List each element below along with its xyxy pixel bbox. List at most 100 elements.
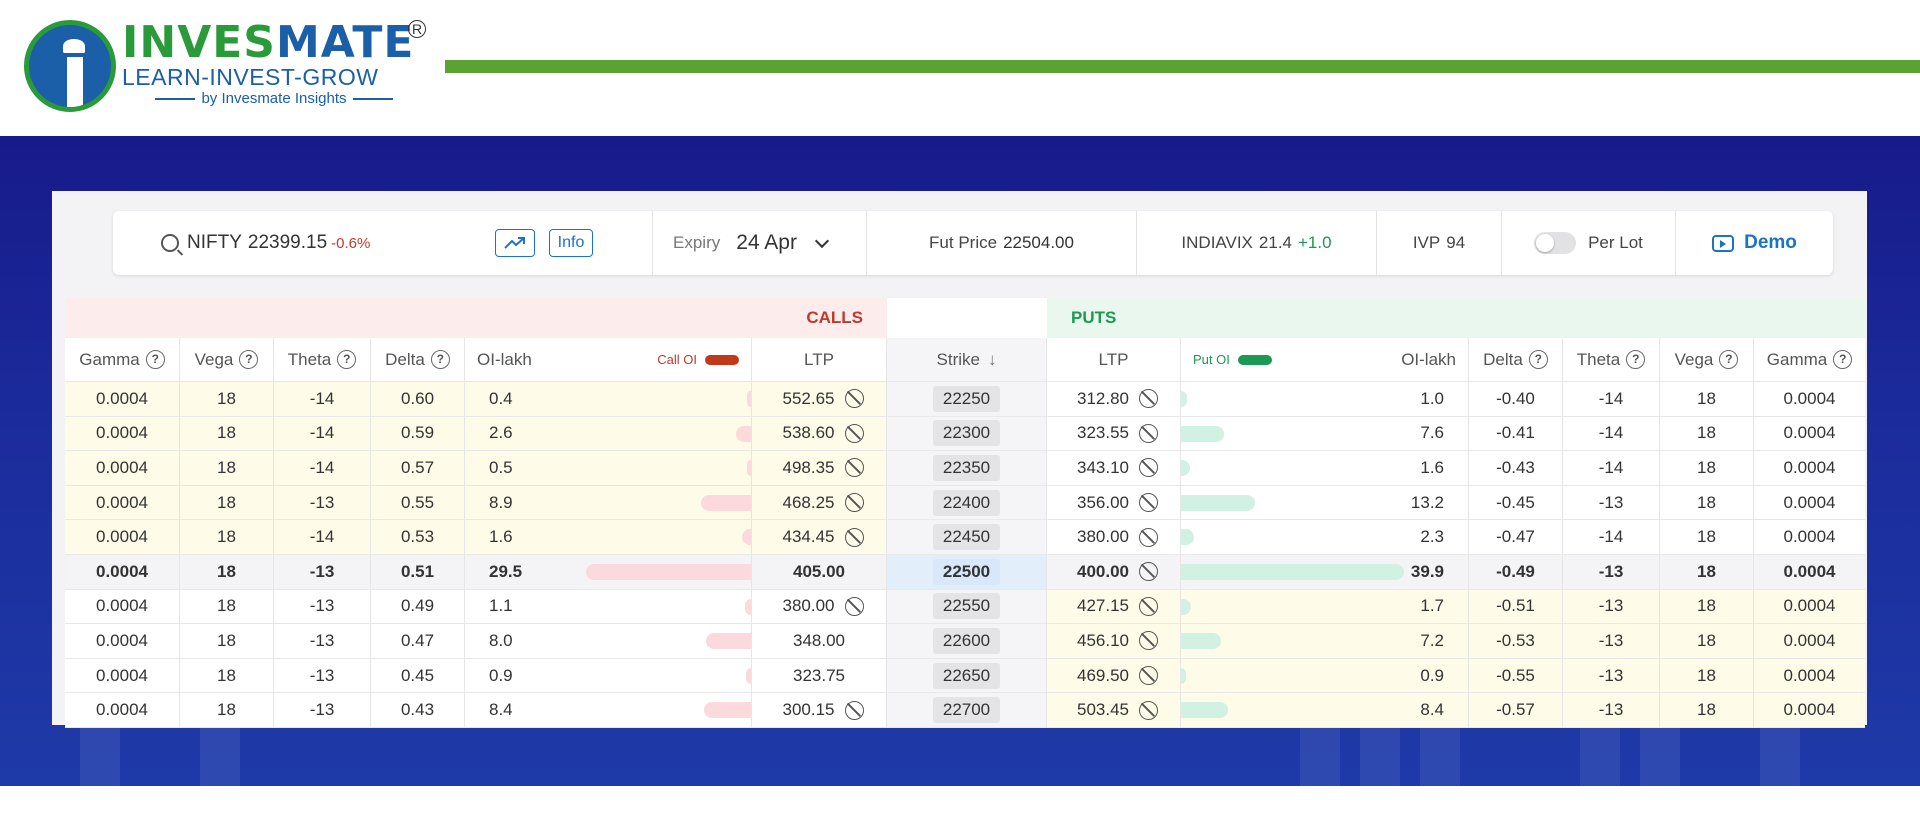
help-icon[interactable]: ? [239,350,259,369]
put-ltp-cell[interactable]: 343.10 [1047,451,1181,485]
call-delta-cell: 0.53 [371,520,465,554]
strike-value[interactable]: 22450 [932,524,1001,551]
call-ltp-cell[interactable]: 405.00 [752,555,887,589]
call-vega-cell: 18 [180,624,274,658]
put-ltp-cell[interactable]: 503.45 [1047,693,1181,727]
col-put-ltp[interactable]: LTP [1047,338,1181,381]
table-row[interactable]: 0.0004 18 -13 0.43 8.4 300.15 22700 503.45 8.4 -0… [65,693,1865,728]
call-vega-cell: 18 [180,382,274,416]
call-oi-cell: 1.1 [465,589,752,624]
table-row[interactable]: 0.0004 18 -14 0.57 0.5 498.35 22350 343.10 1.6 -0… [65,451,1865,486]
call-ltp-cell[interactable]: 380.00 [752,589,887,624]
strike-value[interactable]: 22300 [932,420,1001,447]
strike-cell[interactable]: 22450 [887,520,1047,554]
table-row[interactable]: 0.0004 18 -13 0.51 29.5 405.00 22500 400.00 39.9… [65,555,1865,590]
call-ltp-cell[interactable]: 498.35 [752,451,887,485]
help-icon[interactable]: ? [1528,350,1548,369]
put-ltp-cell[interactable]: 427.15 [1047,589,1181,624]
col-call-gamma[interactable]: Gamma? [65,338,180,381]
expiry-select[interactable]: Expiry 24 Apr [653,211,867,275]
call-oi-bar [585,564,751,580]
table-row[interactable]: 0.0004 18 -14 0.60 0.4 552.65 22250 312.80 1.0 -0… [65,382,1865,417]
strike-value[interactable]: 22550 [932,593,1001,620]
strike-cell[interactable]: 22650 [887,658,1047,693]
col-call-delta[interactable]: Delta? [371,338,465,381]
table-row[interactable]: 0.0004 18 -13 0.55 8.9 468.25 22400 356.00 13.2-… [65,485,1865,521]
help-icon[interactable]: ? [145,350,165,369]
search-icon[interactable] [161,234,179,252]
sort-down-icon[interactable]: ↓ [987,349,997,369]
strike-value[interactable]: 22600 [932,627,1001,654]
strike-value[interactable]: 22350 [932,454,1001,481]
help-icon[interactable]: ? [430,350,450,369]
chart-trend-icon[interactable] [495,229,535,257]
table-row[interactable]: 0.0004 18 -14 0.53 1.6 434.45 22450 380.00 2.3 -0… [65,520,1865,555]
put-ltp-cell[interactable]: 469.50 [1047,658,1181,693]
put-ltp-cell[interactable]: 312.80 [1047,382,1181,416]
per-lot-switch[interactable] [1534,232,1577,254]
invesmate-logo[interactable]: INVESMATE R LEARN-INVEST-GROW by Invesma… [24,18,434,118]
call-vega-cell: 18 [180,520,274,554]
call-ltp-cell[interactable]: 348.00 [752,624,887,658]
table-row[interactable]: 0.0004 18 -13 0.47 8.0 348.00 22600 456.10 7.2 -0… [65,624,1865,659]
option-chain-panel: NIFTY 22399.15 -0.6% Info Expiry 24 Apr … [52,191,1867,728]
strike-cell[interactable]: 22350 [887,451,1047,485]
info-button[interactable]: Info [549,229,593,257]
call-gamma-cell: 0.0004 [65,485,180,520]
strike-cell[interactable]: 22300 [887,416,1047,451]
put-ltp-cell[interactable]: 400.00 [1047,555,1181,589]
col-strike[interactable]: Strike ↓ [887,338,1047,381]
help-icon[interactable]: ? [1626,350,1646,369]
call-ltp-cell[interactable]: 434.45 [752,520,887,554]
logo-mark-icon [24,20,116,112]
col-put-gamma[interactable]: Gamma? [1754,338,1865,381]
put-oi-bar [1181,564,1405,580]
strike-value[interactable]: 22250 [932,385,1001,412]
strike-cell[interactable]: 22250 [887,382,1047,416]
strike-value[interactable]: 22650 [932,662,1001,689]
call-ltp-cell[interactable]: 538.60 [752,416,887,451]
table-row[interactable]: 0.0004 18 -13 0.45 0.9 323.75 22650 469.50 0.9 -0… [65,658,1865,694]
strike-cell[interactable]: 22500 [887,555,1047,589]
put-oi-bar [1181,702,1228,719]
ivp-label: IVP [1412,233,1441,252]
call-ltp-cell[interactable]: 300.15 [752,693,887,727]
puts-label: PUTS [1071,308,1117,327]
strike-value[interactable]: 22500 [932,558,1001,585]
strike-value[interactable]: 22400 [932,489,1001,516]
per-lot-toggle[interactable]: Per Lot [1502,211,1676,275]
call-delta-cell: 0.45 [371,658,465,693]
call-ltp-cell[interactable]: 323.75 [752,658,887,693]
put-ltp-cell[interactable]: 323.55 [1047,416,1181,451]
call-ltp-cell[interactable]: 468.25 [752,485,887,520]
col-put-delta[interactable]: Delta? [1469,338,1563,381]
col-call-vega[interactable]: Vega? [180,338,274,381]
col-call-theta[interactable]: Theta? [274,338,371,381]
put-oi-bar [1181,598,1191,615]
strike-cell[interactable]: 22550 [887,589,1047,624]
col-call-ltp[interactable]: LTP [752,338,887,381]
put-ltp-cell[interactable]: 456.10 [1047,624,1181,658]
col-put-theta[interactable]: Theta? [1563,338,1660,381]
col-put-oi[interactable]: Put OI OI-lakh [1181,338,1469,381]
col-put-vega[interactable]: Vega? [1660,338,1754,381]
table-row[interactable]: 0.0004 18 -14 0.59 2.6 538.60 22300 323.55 7.6 -0… [65,416,1865,452]
symbol-search[interactable]: NIFTY 22399.15 -0.6% Info [113,211,653,275]
put-ltp-cell[interactable]: 380.00 [1047,520,1181,554]
no-volume-icon [1139,458,1158,478]
strike-value[interactable]: 22700 [932,697,1001,724]
fut-price-label: Fut Price [929,233,998,252]
strike-cell[interactable]: 22600 [887,624,1047,658]
table-row[interactable]: 0.0004 18 -13 0.49 1.1 380.00 22550 427.15 1.7 -0… [65,589,1865,625]
call-oi-bar [701,494,751,511]
demo-button[interactable]: Demo [1676,211,1833,275]
put-ltp-cell[interactable]: 356.00 [1047,485,1181,520]
spot-change: -0.6% [331,234,371,252]
call-ltp-cell[interactable]: 552.65 [752,382,887,416]
strike-cell[interactable]: 22400 [887,485,1047,520]
col-call-oi[interactable]: OI-lakh Call OI [465,338,752,381]
strike-cell[interactable]: 22700 [887,693,1047,727]
help-icon[interactable]: ? [337,350,357,369]
help-icon[interactable]: ? [1833,350,1853,369]
help-icon[interactable]: ? [1719,350,1739,369]
